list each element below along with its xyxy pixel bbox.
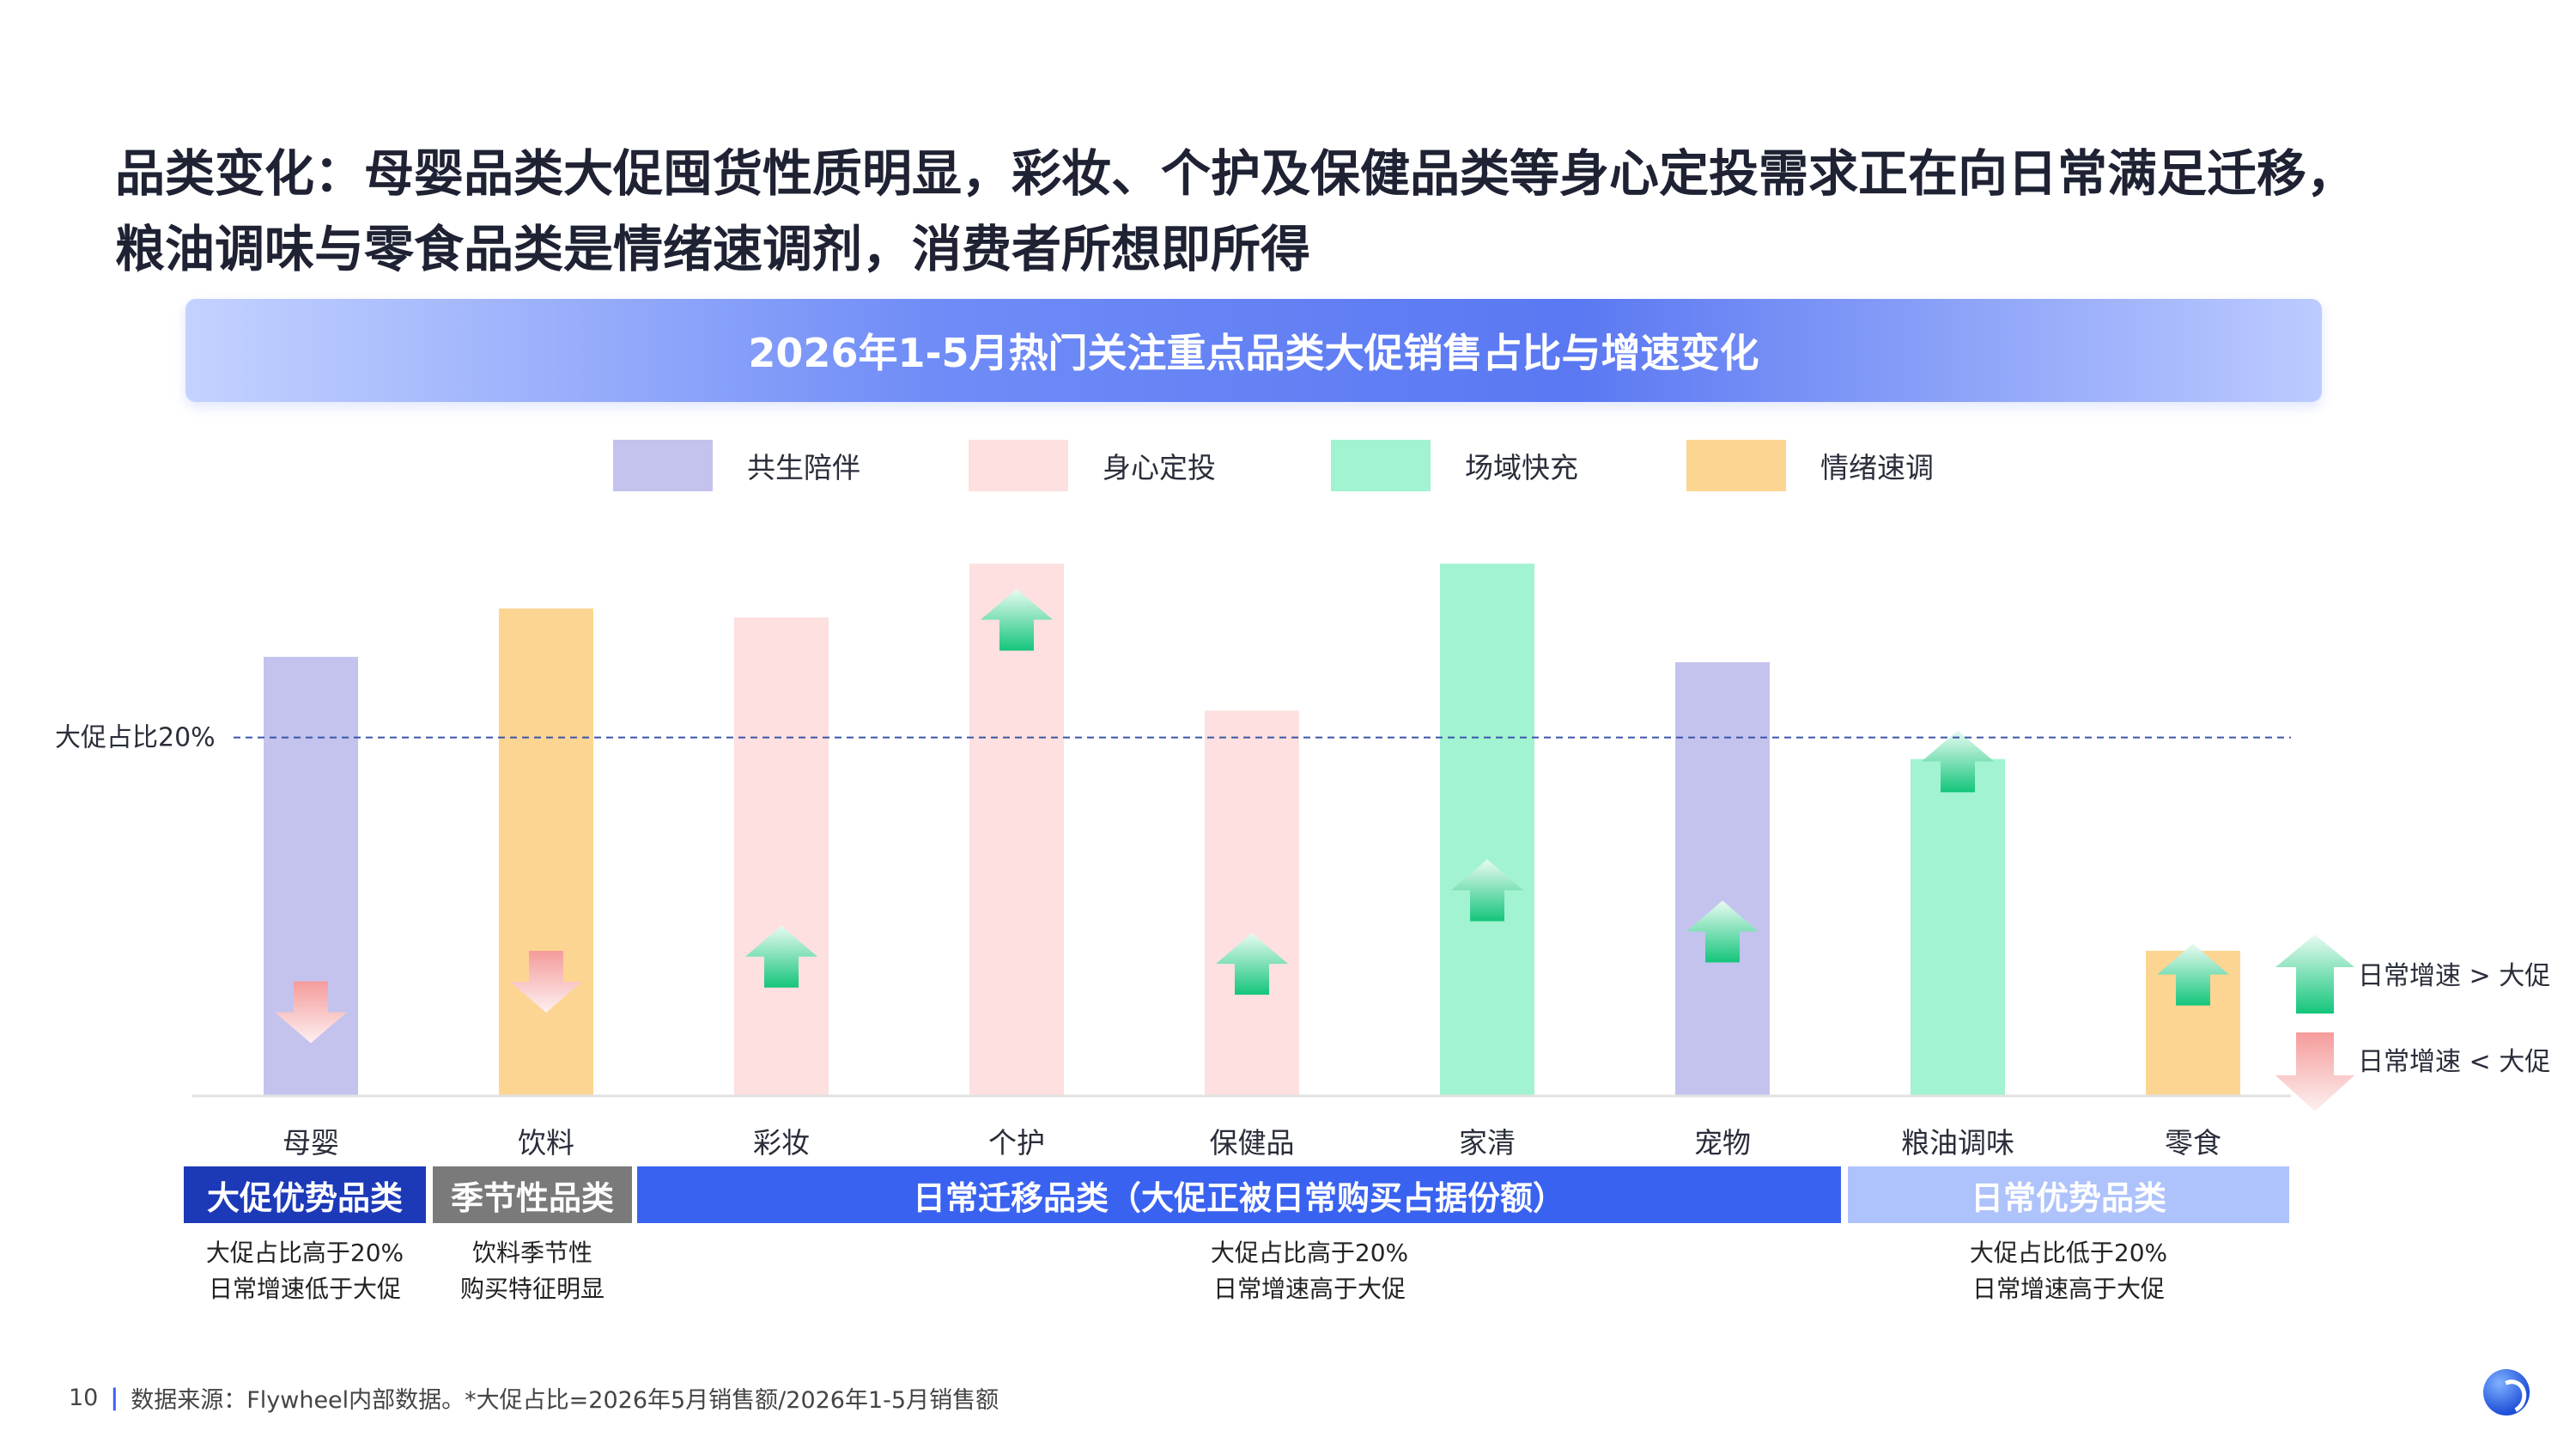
flywheel-logo-icon (2483, 1369, 2530, 1416)
bar-粮油调味 (1911, 758, 2005, 1096)
footer-separator: | (110, 1385, 119, 1411)
chart-title: 2026年1-5月热门关注重点品类大促销售占比与增速变化 (748, 330, 1759, 376)
chart-title-banner: 2026年1-5月热门关注重点品类大促销售占比与增速变化 (185, 299, 2322, 402)
group-note-line: 大促占比低于20% (1969, 1239, 2168, 1267)
bar-宠物 (1675, 662, 1770, 1096)
legend-item-场域快充: 场域快充 (1331, 440, 1578, 491)
legend-label: 场域快充 (1465, 451, 1578, 484)
legend-swatch-场域快充 (1331, 440, 1431, 491)
group-note-line: 日常增速高于大促 (1971, 1275, 2165, 1303)
legend-item-共生陪伴: 共生陪伴 (613, 440, 860, 491)
legend-label: 共生陪伴 (747, 451, 860, 484)
x-tick-label: 饮料 (518, 1126, 574, 1160)
up-arrow-icon-宠物 (1686, 900, 1759, 963)
headline: 品类变化：母婴品类大促囤货性质明显，彩妆、个护及保健品类等身心定投需求正在向日常… (115, 136, 2485, 287)
group-label-大促优势品类: 大促优势品类 (184, 1166, 426, 1223)
up-arrow-icon-彩妆 (745, 925, 817, 988)
group-note-季节性品类: 饮料季节性 购买特征明显 (433, 1235, 632, 1307)
x-tick-label: 粮油调味 (1901, 1126, 2014, 1160)
x-tick-label: 保健品 (1210, 1126, 1295, 1160)
group-title: 大促优势品类 (206, 1178, 403, 1217)
up-arrow-icon-保健品 (1216, 933, 1288, 995)
group-note-line: 日常增速高于大促 (1212, 1275, 1406, 1303)
down-arrow-icon-饮料 (510, 950, 582, 1013)
up-arrow-icon-个护 (981, 588, 1053, 651)
bar-家清 (1440, 563, 1534, 1096)
legend-swatch-共生陪伴 (613, 440, 713, 491)
headline-line-2: 粮油调味与零食品类是情绪速调剂，消费者所想即所得 (115, 220, 1311, 278)
x-tick-label: 母婴 (283, 1126, 339, 1160)
legend-down-arrow-icon (2275, 1032, 2354, 1111)
footer: 10 | 数据来源：Flywheel内部数据。*大促占比=2026年5月销售额/… (69, 1381, 999, 1415)
group-title: 季节性品类 (450, 1178, 614, 1217)
legend-swatch-身心定投 (969, 440, 1068, 491)
legend-label: 身心定投 (1103, 451, 1216, 484)
group-note-line: 饮料季节性 (471, 1239, 592, 1267)
group-note-line: 大促占比高于20% (205, 1239, 404, 1267)
group-label-季节性品类: 季节性品类 (433, 1166, 632, 1223)
down-arrow-icon-母婴 (275, 981, 347, 1044)
legend-up-arrow-label: 日常增速 > 大促 (2358, 961, 2550, 991)
group-note-line: 大促占比高于20% (1210, 1239, 1409, 1267)
group-note-大促优势品类: 大促占比高于20% 日常增速低于大促 (184, 1235, 426, 1307)
x-tick-label: 家清 (1459, 1126, 1516, 1160)
page-number: 10 (69, 1385, 99, 1411)
group-note-line: 日常增速低于大促 (208, 1275, 401, 1303)
headline-line-1: 品类变化：母婴品类大促囤货性质明显，彩妆、个护及保健品类等身心定投需求正在向日常… (115, 144, 2357, 203)
bar-个护 (969, 563, 1064, 1096)
group-note-line: 购买特征明显 (459, 1275, 605, 1303)
reference-line-label: 大促占比20% (55, 723, 216, 753)
group-label-日常迁移品类: 日常迁移品类（大促正被日常购买占据份额） (637, 1166, 1841, 1223)
group-label-日常优势品类: 日常优势品类 (1848, 1166, 2289, 1223)
up-arrow-icon-粮油调味 (1922, 730, 1994, 793)
legend-label: 情绪速调 (1820, 451, 1934, 484)
x-tick-label: 个护 (988, 1126, 1045, 1160)
legend-down-arrow-label: 日常增速 < 大促 (2358, 1047, 2550, 1077)
x-tick-label: 彩妆 (753, 1126, 810, 1160)
up-arrow-icon-零食 (2157, 943, 2229, 1006)
group-title: 日常优势品类 (1970, 1178, 2166, 1217)
group-note-日常优势品类: 大促占比低于20% 日常增速高于大促 (1848, 1235, 2289, 1307)
legend-item-情绪速调: 情绪速调 (1686, 440, 1934, 491)
group-note-日常迁移品类: 大促占比高于20% 日常增速高于大促 (637, 1235, 1982, 1307)
up-arrow-icon-家清 (1451, 859, 1523, 922)
data-source-note: 数据来源：Flywheel内部数据。*大促占比=2026年5月销售额/2026年… (131, 1387, 999, 1414)
bar-彩妆 (734, 617, 829, 1096)
x-tick-label: 宠物 (1694, 1126, 1751, 1160)
x-tick-label: 零食 (2165, 1126, 2221, 1160)
legend-up-arrow-icon (2275, 935, 2354, 1014)
bar-保健品 (1205, 710, 1299, 1096)
bar-饮料 (499, 608, 593, 1096)
legend-swatch-情绪速调 (1686, 440, 1786, 491)
legend-item-身心定投: 身心定投 (969, 440, 1216, 491)
group-title: 日常迁移品类（大促正被日常购买占据份额） (912, 1178, 1565, 1217)
